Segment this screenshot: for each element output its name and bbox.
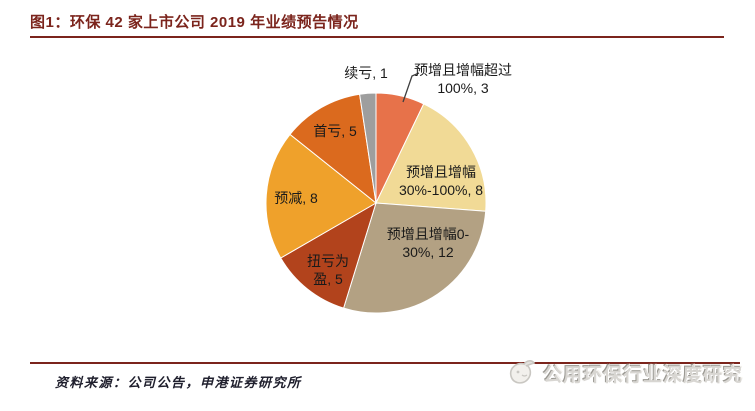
slice-label-7: 续亏, 1 (344, 65, 388, 81)
header-rule (30, 36, 724, 38)
footer-rule (30, 362, 740, 364)
watermark: 公用环保行业深度研究 (505, 356, 743, 390)
slice-label-4: 扭亏为盈, 5 (307, 253, 349, 287)
slice-label-2: 预增且增幅 30%-100%, 8 (399, 164, 483, 198)
source-note: 资料来源：公司公告，申港证券研究所 (55, 375, 302, 390)
leader-line (402, 72, 420, 103)
pie-slice-7 (359, 92, 377, 204)
pie-slice-4 (280, 201, 377, 309)
pie-slice-3 (342, 202, 487, 314)
slice-label-3: 预增且增幅0-30%, 12 (387, 226, 470, 260)
watermark-text: 公用环保行业深度研究 (542, 364, 743, 386)
slice-label-1: 预增且增幅超过 100%, 3 (414, 62, 512, 96)
pie-slice-5 (265, 133, 377, 259)
figure-title: 图1：环保 42 家上市公司 2019 年业绩预告情况 (30, 14, 359, 31)
watermark-logo-icon (509, 360, 536, 384)
pie-slice-6 (289, 93, 377, 205)
slice-label-5: 预减, 8 (274, 190, 318, 206)
pie-slice-2 (375, 103, 487, 212)
slice-label-6: 首亏, 5 (313, 123, 357, 139)
